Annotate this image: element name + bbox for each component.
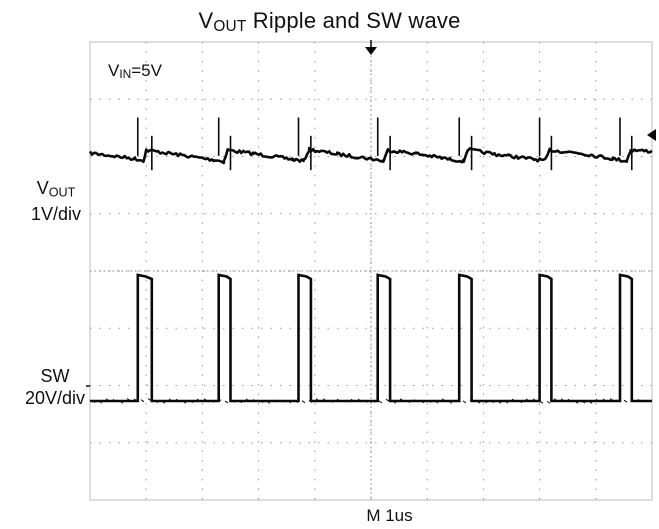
sw-noise xyxy=(329,399,334,403)
sw-noise xyxy=(273,399,278,403)
sw-noise xyxy=(245,398,250,402)
sw-noise xyxy=(553,398,558,402)
sw-noise xyxy=(140,399,145,403)
sw-noise xyxy=(105,398,110,402)
sw-noise xyxy=(609,398,614,402)
sw-noise xyxy=(448,400,453,404)
sw-noise xyxy=(161,400,166,404)
sw-noise xyxy=(112,399,117,402)
sw-noise xyxy=(434,400,439,404)
sw-noise xyxy=(588,400,593,404)
sw-noise xyxy=(189,400,194,404)
sw-noise xyxy=(322,398,327,402)
sw-noise xyxy=(581,400,586,404)
sw-noise xyxy=(602,398,607,402)
sw-noise xyxy=(518,400,523,404)
sw-noise xyxy=(371,399,376,403)
sw-noise xyxy=(630,398,635,402)
sw-scale-label: 20V/div xyxy=(24,388,86,408)
sw-channel-label: SW 20V/div xyxy=(20,365,90,409)
sw-noise xyxy=(280,399,285,403)
sw-noise xyxy=(623,399,628,403)
sw-noise xyxy=(504,400,509,404)
sw-noise xyxy=(350,398,355,402)
sw-noise xyxy=(455,399,460,403)
sw-noise xyxy=(539,400,544,404)
sw-noise xyxy=(175,398,180,402)
sw-noise xyxy=(259,400,264,404)
sw-noise xyxy=(616,399,621,403)
chart-title: VOUT Ripple and SW wave xyxy=(198,8,461,35)
sw-noise xyxy=(399,398,404,402)
sw-noise xyxy=(252,399,257,402)
sw-trace xyxy=(90,273,652,403)
sw-noise xyxy=(231,399,236,403)
sw-noise xyxy=(287,400,292,404)
vout-channel-label: VOUT 1V/div xyxy=(26,177,86,225)
sw-noise xyxy=(469,399,474,403)
sw-noise xyxy=(126,398,131,401)
sw-channel-name: SW xyxy=(40,366,70,386)
sw-noise xyxy=(560,398,565,402)
sw-noise xyxy=(525,398,530,402)
sw-noise xyxy=(497,400,502,404)
sw-noise xyxy=(98,400,103,404)
sw-noise xyxy=(511,398,516,402)
sw-noise xyxy=(490,400,495,404)
sw-noise xyxy=(154,400,159,403)
sw-noise xyxy=(203,398,208,402)
sw-noise xyxy=(483,400,488,404)
sw-noise xyxy=(644,399,649,403)
sw-noise xyxy=(595,398,600,402)
trigger-level-marker xyxy=(647,129,656,141)
sw-noise xyxy=(217,398,222,401)
sw-noise xyxy=(406,400,411,403)
sw-noise xyxy=(378,400,383,404)
sw-noise xyxy=(413,399,418,403)
vout-channel-name: VOUT xyxy=(36,178,76,200)
sw-noise xyxy=(266,400,271,404)
sw-noise xyxy=(574,400,579,404)
sw-noise xyxy=(210,399,215,403)
sw-noise xyxy=(392,400,397,404)
sw-noise xyxy=(91,400,96,403)
sw-noise xyxy=(315,398,320,402)
sw-noise xyxy=(308,399,313,403)
sw-noise xyxy=(637,399,642,402)
trigger-position-marker xyxy=(365,47,377,55)
vout-trace xyxy=(88,146,653,165)
sw-noise xyxy=(336,398,341,402)
sw-noise xyxy=(294,400,299,404)
timebase-label: M 1us xyxy=(366,506,413,525)
sw-noise xyxy=(427,400,432,403)
sw-noise xyxy=(546,400,551,404)
sw-noise xyxy=(441,398,446,402)
sw-noise xyxy=(238,400,243,404)
sw-noise xyxy=(196,398,201,402)
sw-noise xyxy=(357,398,362,402)
sw-noise xyxy=(182,400,187,404)
sw-noise xyxy=(462,400,467,404)
sw-noise xyxy=(385,398,390,402)
sw-noise xyxy=(476,400,481,404)
sw-noise xyxy=(343,399,348,403)
sw-noise xyxy=(133,398,138,402)
sw-noise xyxy=(532,398,537,402)
sw-noise xyxy=(147,398,152,401)
sw-noise xyxy=(168,398,173,402)
vout-scale-label: 1V/div xyxy=(30,204,82,225)
sw-noise xyxy=(364,399,369,403)
sw-noise xyxy=(420,400,425,404)
sw-noise xyxy=(567,398,572,402)
sw-noise xyxy=(224,400,229,404)
sw-noise xyxy=(301,400,306,404)
sw-noise xyxy=(119,400,124,404)
